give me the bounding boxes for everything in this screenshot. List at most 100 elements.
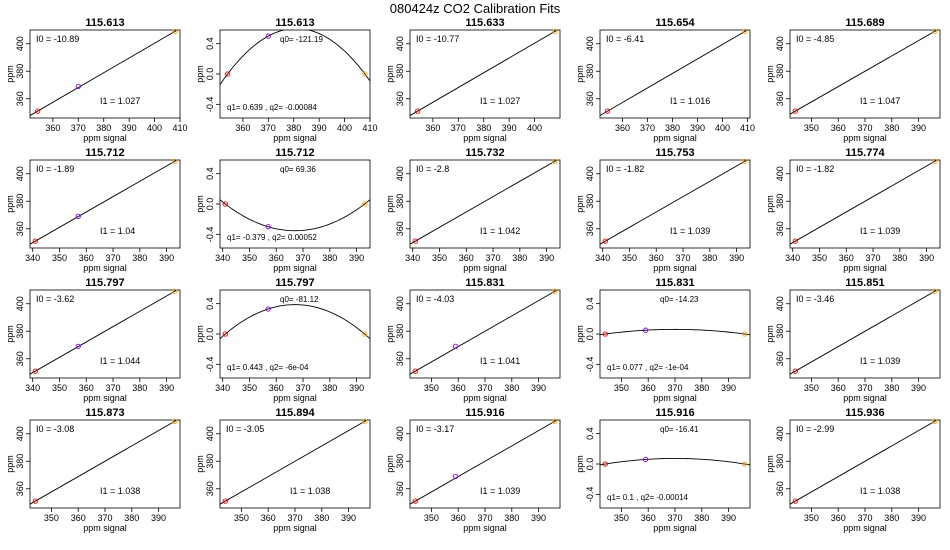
- x-axis-label: ppm signal: [653, 263, 697, 273]
- x-tick-label: 370: [71, 123, 86, 133]
- x-axis-label: ppm signal: [463, 523, 507, 533]
- data-point: [34, 108, 41, 114]
- x-tick-label: 390: [159, 383, 174, 393]
- x-tick-label: 380: [694, 383, 709, 393]
- x-tick-label: 410: [172, 123, 187, 133]
- fit-line: [30, 420, 178, 505]
- data-point: [602, 331, 609, 337]
- intercept-annotation: I0 = -3.46: [796, 294, 834, 304]
- x-tick-label: 350: [804, 513, 819, 523]
- x-tick-label: 350: [804, 383, 819, 393]
- fit-curve: [220, 304, 370, 340]
- y-tick-label: 0.4: [205, 297, 215, 310]
- panel-title: 115.916: [655, 407, 694, 419]
- data-point: [222, 201, 229, 207]
- panel-title: 115.613: [275, 17, 314, 29]
- data-point: [741, 331, 748, 337]
- x-tick-label: 380: [132, 253, 147, 263]
- plot-frame: [599, 159, 751, 249]
- y-tick-label: 0.0: [585, 328, 595, 341]
- slope-annotation: I1 = 1.041: [480, 356, 520, 366]
- calibration-panel: 115.712 340 350 360 370 380 390 -0.4 0.0 0.4 ppm s…: [195, 147, 371, 273]
- x-tick-label: 350: [52, 253, 67, 263]
- x-tick-label: 390: [911, 513, 926, 523]
- x-tick-label: 390: [531, 383, 546, 393]
- x-tick-label: 380: [512, 253, 527, 263]
- panel-title: 115.916: [465, 407, 504, 419]
- data-point: [171, 288, 178, 295]
- fit-line: [410, 30, 559, 116]
- y-tick-label: 380: [395, 64, 405, 79]
- x-tick-label: 370: [857, 513, 872, 523]
- x-tick-label: 360: [831, 383, 846, 393]
- x-tick-label: 380: [124, 513, 139, 523]
- x-tick-label: 350: [804, 123, 819, 133]
- calibration-panel: 115.732 340 350 360 370 380 390 360 380 400 ppm si…: [385, 147, 561, 273]
- x-axis-label: ppm signal: [843, 133, 887, 143]
- x-tick-label: 390: [911, 383, 926, 393]
- x-tick-label: 380: [694, 513, 709, 523]
- q0-annotation: q0= -14.23: [660, 295, 699, 304]
- x-tick-label: 370: [857, 123, 872, 133]
- slope-annotation: I1 = 1.039: [670, 226, 710, 236]
- x-axis-label: ppm signal: [653, 393, 697, 403]
- x-tick-label: 350: [424, 513, 439, 523]
- data-point: [792, 238, 799, 244]
- y-tick-label: 380: [15, 194, 25, 209]
- y-tick-label: 400: [395, 36, 405, 51]
- x-tick-label: 410: [740, 123, 755, 133]
- y-tick-label: 0.4: [585, 297, 595, 310]
- x-tick-label: 360: [839, 253, 854, 263]
- calibration-panel: 115.916 350 360 370 380 390 -0.4 0.0 0.4 ppm sign…: [575, 407, 751, 533]
- y-tick-label: -0.4: [205, 97, 215, 113]
- x-tick-label: 390: [122, 123, 137, 133]
- x-tick-label: 370: [97, 513, 112, 523]
- y-tick-label: 400: [585, 36, 595, 51]
- x-axis-label: ppm signal: [843, 263, 887, 273]
- x-tick-label: 370: [676, 253, 691, 263]
- slope-annotation: I1 = 1.042: [480, 226, 520, 236]
- y-tick-label: 360: [775, 91, 785, 106]
- x-tick-label: 400: [527, 123, 542, 133]
- y-tick-label: 400: [585, 166, 595, 181]
- x-tick-label: 360: [45, 123, 60, 133]
- y-axis-label: ppm: [195, 195, 205, 213]
- x-axis-label: ppm signal: [83, 263, 127, 273]
- slope-annotation: I1 = 1.04: [100, 226, 135, 236]
- panel-title: 115.712: [85, 147, 124, 159]
- y-tick-label: 360: [15, 481, 25, 496]
- y-tick-label: 360: [15, 91, 25, 106]
- x-tick-label: 410: [362, 123, 377, 133]
- panel-title: 115.732: [465, 147, 504, 159]
- data-point: [792, 108, 799, 114]
- y-tick-label: 400: [395, 166, 405, 181]
- slope-annotation: I1 = 1.039: [860, 226, 900, 236]
- x-tick-label: 350: [242, 253, 257, 263]
- x-tick-label: 340: [215, 253, 230, 263]
- y-tick-label: 400: [775, 426, 785, 441]
- x-tick-label: 390: [349, 253, 364, 263]
- y-axis-label: ppm: [195, 65, 205, 83]
- intercept-annotation: I0 = -1.89: [36, 164, 74, 174]
- intercept-annotation: I0 = -6.41: [606, 34, 644, 44]
- slope-annotation: I1 = 1.016: [670, 96, 710, 106]
- x-tick-label: 380: [132, 383, 147, 393]
- x-tick-label: 340: [405, 253, 420, 263]
- data-point: [551, 158, 558, 165]
- data-point: [642, 327, 649, 333]
- y-tick-label: 400: [15, 296, 25, 311]
- x-tick-label: 390: [729, 253, 744, 263]
- x-tick-label: 360: [459, 253, 474, 263]
- calibration-panel: 115.916 350 360 370 380 390 360 380 400 ppm signa…: [385, 407, 561, 533]
- x-tick-label: 360: [649, 253, 664, 263]
- x-tick-label: 370: [486, 253, 501, 263]
- x-tick-label: 360: [615, 123, 630, 133]
- y-axis-label: ppm: [385, 65, 395, 83]
- x-tick-label: 340: [595, 253, 610, 263]
- y-tick-label: 380: [585, 64, 595, 79]
- fit-line: [600, 30, 749, 116]
- y-tick-label: 360: [775, 351, 785, 366]
- x-tick-label: 370: [640, 123, 655, 133]
- slope-annotation: I1 = 1.038: [290, 486, 330, 496]
- x-tick-label: 370: [667, 383, 682, 393]
